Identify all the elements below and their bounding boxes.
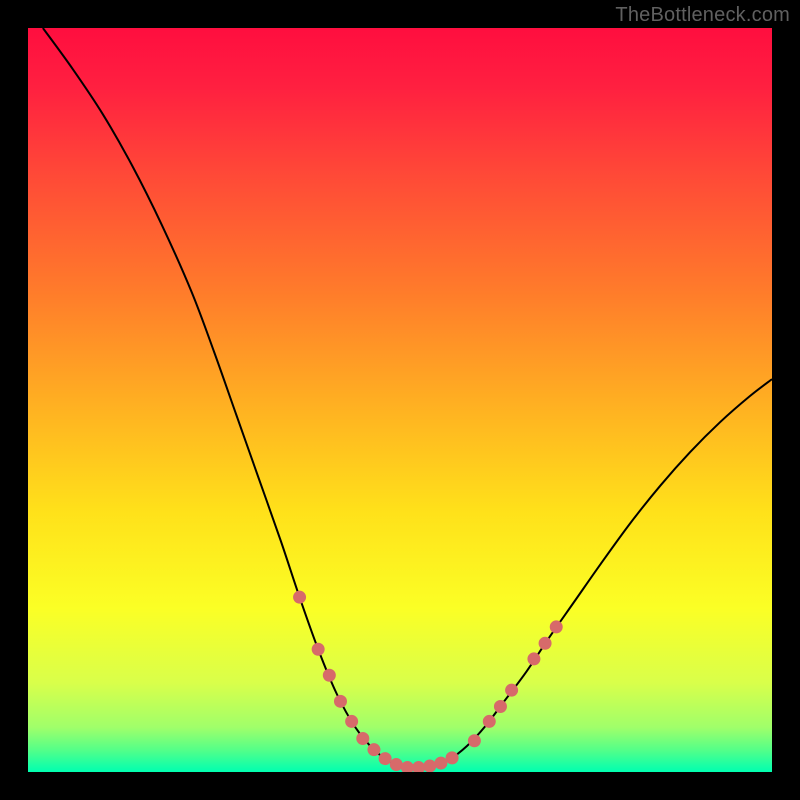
data-marker [357,733,369,745]
data-marker [506,684,518,696]
data-marker [390,759,402,771]
data-marker [424,760,436,772]
data-marker [346,715,358,727]
data-marker [494,701,506,713]
data-marker [446,752,458,764]
data-marker [528,653,540,665]
data-marker [483,715,495,727]
data-markers [294,591,563,772]
data-marker [294,591,306,603]
data-marker [323,669,335,681]
data-marker [401,762,413,772]
bottleneck-curve [43,28,772,769]
watermark-text: TheBottleneck.com [615,4,790,27]
plot-area [28,28,772,772]
data-marker [435,757,447,769]
curve-overlay [28,28,772,772]
data-marker [368,744,380,756]
data-marker [334,695,346,707]
data-marker [468,735,480,747]
data-marker [379,753,391,765]
chart-container: TheBottleneck.com [0,0,800,800]
data-marker [312,643,324,655]
data-marker [413,762,425,772]
data-marker [550,621,562,633]
data-marker [539,637,551,649]
